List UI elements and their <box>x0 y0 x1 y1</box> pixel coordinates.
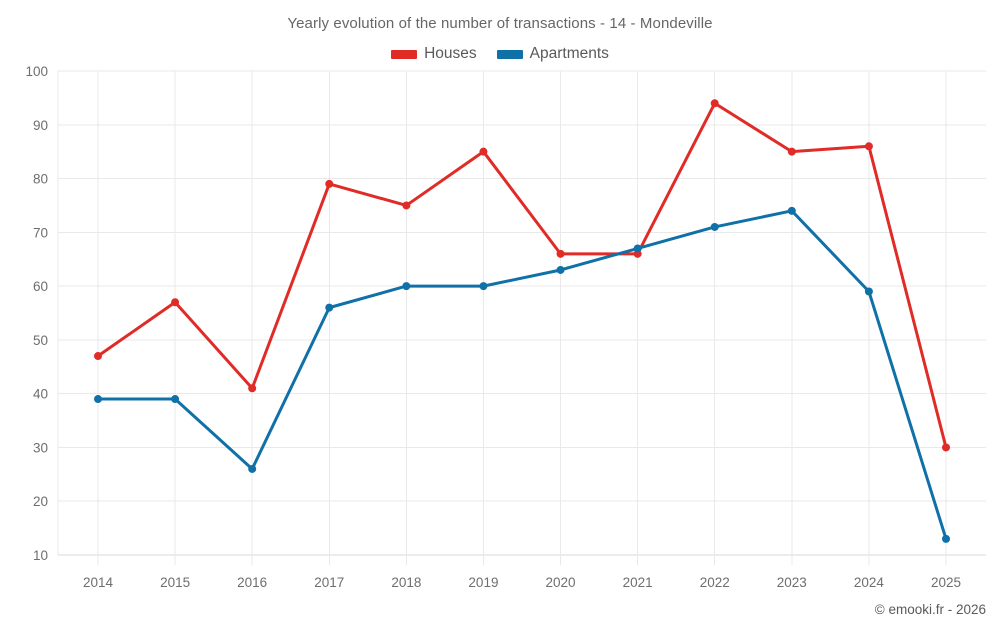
data-point-apartments[interactable] <box>248 464 257 473</box>
y-axis-tick-label: 60 <box>33 279 48 294</box>
data-point-houses[interactable] <box>402 201 411 210</box>
y-axis-tick-label: 50 <box>33 333 48 348</box>
data-point-apartments[interactable] <box>556 265 565 274</box>
series-line-houses <box>96 101 948 449</box>
legend-label-apartments: Apartments <box>529 45 609 62</box>
legend-item-apartments[interactable]: Apartments <box>496 45 609 63</box>
data-point-houses[interactable] <box>325 179 334 188</box>
x-axis-tick-label: 2016 <box>237 575 267 590</box>
x-axis-tick-label: 2024 <box>854 575 885 590</box>
data-point-houses[interactable] <box>942 443 950 452</box>
data-point-houses[interactable] <box>556 249 565 258</box>
data-point-apartments[interactable] <box>633 244 642 253</box>
x-axis-tick-label: 2021 <box>623 575 653 590</box>
data-point-apartments[interactable] <box>864 287 873 296</box>
x-axis-tick-label: 2018 <box>391 575 421 590</box>
y-axis-tick-label: 80 <box>33 172 48 187</box>
y-axis-tick-label: 20 <box>33 494 48 509</box>
data-point-houses[interactable] <box>171 298 180 307</box>
y-axis-tick-label: 100 <box>25 64 48 79</box>
data-point-apartments[interactable] <box>479 282 488 291</box>
legend-swatch-houses <box>391 49 418 59</box>
x-axis-tick-label: 2023 <box>777 575 807 590</box>
y-axis-tick-label: 40 <box>33 387 48 402</box>
y-axis-tick-label: 30 <box>33 440 48 455</box>
y-axis-tick-label: 70 <box>33 225 48 240</box>
legend-swatch-apartments <box>496 49 523 59</box>
data-point-houses[interactable] <box>248 384 257 393</box>
data-point-houses[interactable] <box>787 147 796 156</box>
x-axis-tick-label: 2025 <box>931 575 961 590</box>
x-axis-tick-label: 2022 <box>700 575 730 590</box>
data-point-apartments[interactable] <box>325 303 334 312</box>
data-point-houses[interactable] <box>710 99 719 108</box>
copyright-footer: © emooki.fr - 2026 <box>874 602 986 617</box>
data-point-apartments[interactable] <box>710 222 719 231</box>
chart-title: Yearly evolution of the number of transa… <box>287 15 713 32</box>
data-point-houses[interactable] <box>864 142 873 151</box>
x-axis-tick-label: 2014 <box>83 575 114 590</box>
legend-item-houses[interactable]: Houses <box>391 45 477 63</box>
data-point-houses[interactable] <box>94 352 102 361</box>
legend-label-houses: Houses <box>424 45 477 62</box>
data-point-apartments[interactable] <box>402 282 411 291</box>
data-point-apartments[interactable] <box>171 395 180 404</box>
chart-legend: Houses Apartments <box>0 45 1000 63</box>
x-axis-tick-label: 2020 <box>546 575 576 590</box>
x-axis-tick-label: 2017 <box>314 575 344 590</box>
data-point-apartments[interactable] <box>942 534 950 543</box>
data-point-houses[interactable] <box>479 147 488 156</box>
y-axis-tick-label: 10 <box>33 548 48 563</box>
data-point-apartments[interactable] <box>94 395 102 404</box>
x-axis-tick-label: 2015 <box>160 575 190 590</box>
series-line-apartments <box>96 209 948 541</box>
x-axis-tick-label: 2019 <box>468 575 498 590</box>
y-axis-tick-label: 90 <box>33 118 48 133</box>
data-point-apartments[interactable] <box>787 206 796 215</box>
